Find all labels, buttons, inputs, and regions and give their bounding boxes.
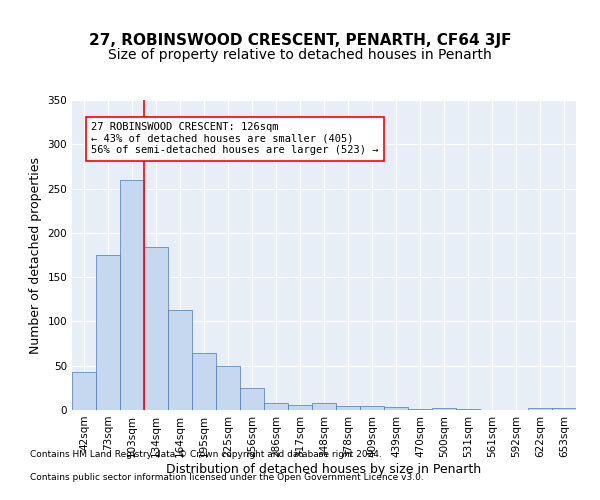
Bar [552,408,576,410]
Bar [408,409,432,410]
Bar [120,180,144,410]
Bar [312,403,336,410]
Bar [264,403,288,410]
Bar [288,404,312,410]
Bar [360,406,384,410]
Y-axis label: Number of detached properties: Number of detached properties [29,156,42,354]
Bar [72,372,96,410]
Bar [432,408,456,410]
Bar [144,247,168,410]
Text: Size of property relative to detached houses in Penarth: Size of property relative to detached ho… [108,48,492,62]
Bar [96,255,120,410]
Bar [240,388,264,410]
Text: 27, ROBINSWOOD CRESCENT, PENARTH, CF64 3JF: 27, ROBINSWOOD CRESCENT, PENARTH, CF64 3… [89,32,511,48]
Text: Contains HM Land Registry data © Crown copyright and database right 2024.: Contains HM Land Registry data © Crown c… [30,450,382,459]
Bar [192,354,216,410]
Bar [528,408,552,410]
Bar [456,409,480,410]
Bar [384,408,408,410]
Bar [216,366,240,410]
Text: 27 ROBINSWOOD CRESCENT: 126sqm
← 43% of detached houses are smaller (405)
56% of: 27 ROBINSWOOD CRESCENT: 126sqm ← 43% of … [91,122,379,156]
Bar [336,406,360,410]
Bar [168,310,192,410]
X-axis label: Distribution of detached houses by size in Penarth: Distribution of detached houses by size … [166,462,482,475]
Text: Contains public sector information licensed under the Open Government Licence v3: Contains public sector information licen… [30,472,424,482]
